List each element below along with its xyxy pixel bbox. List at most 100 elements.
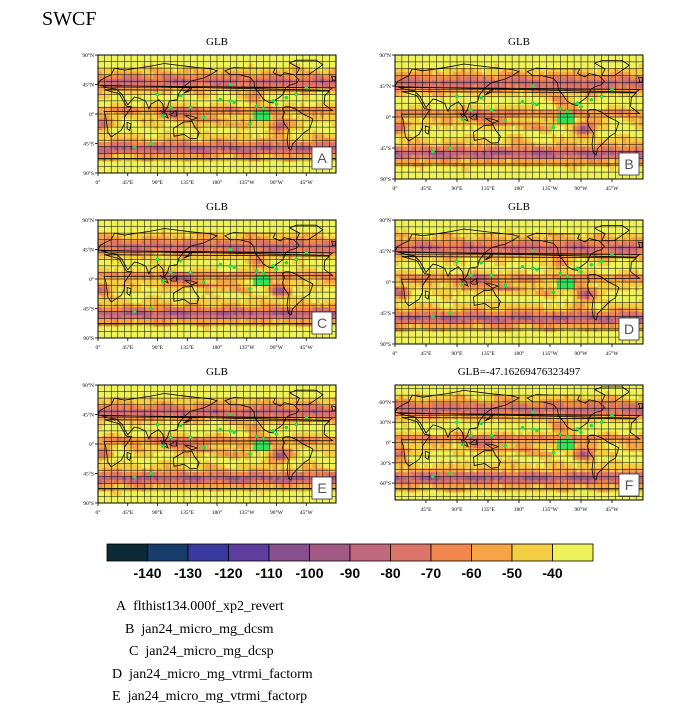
lat-tick-label: 45°N — [82, 247, 94, 254]
lat-tick-label: 0° — [386, 114, 391, 121]
station-marker — [271, 429, 275, 433]
station-marker — [521, 265, 525, 269]
station-marker — [576, 101, 580, 105]
lon-tick-label: 90°E — [152, 179, 164, 186]
lon-tick-label: 0° — [96, 344, 101, 351]
station-marker — [455, 420, 459, 424]
station-marker — [590, 263, 594, 267]
station-marker — [552, 126, 556, 130]
colorbar-swatch — [229, 544, 270, 561]
lon-tick-label: 90°W — [270, 344, 284, 351]
legend-item-c: C jan24_micro_mg_dcsp — [112, 641, 313, 664]
station-marker — [431, 475, 435, 479]
station-marker — [503, 444, 507, 448]
lon-tick-label: 45°E — [420, 350, 432, 357]
colorbar-tick-label: -110 — [255, 565, 282, 581]
station-marker — [219, 428, 223, 432]
station-marker — [531, 84, 535, 88]
station-marker — [133, 145, 137, 149]
lon-tick-label: 180° — [514, 506, 524, 513]
station-marker — [295, 423, 299, 427]
station-marker — [161, 279, 165, 283]
panel-title: GLB — [508, 36, 530, 48]
legend-letter: D — [112, 667, 122, 682]
lon-tick-label: 90°W — [575, 185, 589, 192]
lon-tick-label: 45°E — [420, 185, 432, 192]
station-marker — [189, 271, 193, 275]
station-marker — [304, 251, 308, 255]
legend-letter: E — [112, 689, 121, 704]
station-marker — [531, 101, 535, 105]
legend-item-a: A flthist134.000f_xp2_revert — [112, 596, 313, 619]
map-panel-f: GLB=-47.1626947632349760°N30°N0°30°S60°S… — [379, 366, 643, 513]
station-marker — [248, 452, 252, 456]
station-marker — [202, 115, 206, 119]
station-marker — [535, 429, 539, 433]
lat-tick-label: 0° — [386, 440, 391, 447]
legend-item-b: B jan24_micro_mg_dcsm — [112, 619, 313, 642]
station-marker — [579, 105, 583, 109]
legend-letter: B — [125, 622, 134, 637]
station-marker — [255, 434, 259, 438]
station-marker — [552, 291, 556, 295]
station-marker — [232, 430, 236, 434]
lat-tick-label: 90°N — [379, 52, 391, 59]
station-marker — [285, 426, 289, 430]
lat-tick-label: 90°N — [82, 52, 94, 59]
station-marker — [156, 423, 160, 427]
lat-tick-label: 45°N — [82, 82, 94, 89]
lon-tick-label: 135°E — [180, 179, 194, 186]
lon-tick-label: 45°W — [300, 344, 314, 351]
station-marker — [531, 249, 535, 253]
colorbar-swatch — [431, 544, 472, 561]
lon-tick-label: 90°W — [270, 179, 284, 186]
station-marker — [261, 272, 265, 276]
station-marker — [590, 424, 594, 428]
station-marker — [275, 267, 279, 271]
station-marker — [156, 258, 160, 262]
station-marker — [179, 424, 183, 428]
legend-text: flthist134.000f_xp2_revert — [133, 599, 283, 614]
station-marker — [479, 422, 483, 426]
panel-title: GLB — [206, 201, 228, 213]
legend-item-d: D jan24_micro_mg_vtrmi_factorm — [112, 664, 313, 687]
lat-tick-label: 45°S — [83, 471, 94, 478]
station-marker — [531, 266, 535, 270]
station-marker — [161, 444, 165, 448]
station-marker — [600, 260, 604, 264]
station-marker — [275, 432, 279, 436]
station-marker — [521, 426, 525, 430]
station-marker — [179, 94, 183, 98]
legend-text: jan24_micro_mg_vtrmi_factorp — [128, 689, 308, 704]
lon-tick-label: 135°E — [180, 509, 194, 516]
lat-tick-label: 45°N — [82, 412, 94, 419]
lat-tick-label: 60°S — [380, 480, 391, 487]
station-marker — [431, 315, 435, 319]
station-marker — [503, 284, 507, 288]
station-marker — [579, 431, 583, 435]
station-marker — [559, 272, 563, 276]
station-marker — [295, 93, 299, 97]
station-marker — [228, 264, 232, 268]
lat-tick-label: 90°S — [83, 170, 94, 177]
lon-tick-label: 90°W — [575, 506, 589, 513]
station-marker — [149, 472, 153, 476]
station-marker — [559, 107, 563, 111]
lat-tick-label: 45°S — [83, 306, 94, 313]
legend-letter: C — [129, 644, 138, 659]
legend-text: jan24_micro_mg_dcsm — [141, 622, 273, 637]
masked-region — [253, 111, 270, 121]
lon-tick-label: 135°W — [542, 350, 558, 357]
station-marker — [565, 110, 569, 114]
legend-item-e: E jan24_micro_mg_vtrmi_factorp — [112, 686, 313, 709]
panel-letter: C — [317, 315, 327, 331]
station-marker — [521, 100, 525, 104]
station-marker — [469, 434, 473, 438]
lon-tick-label: 135°E — [481, 506, 495, 513]
lon-tick-label: 45°E — [420, 506, 432, 513]
station-marker — [565, 275, 569, 279]
lat-tick-label: 45°N — [379, 248, 391, 255]
